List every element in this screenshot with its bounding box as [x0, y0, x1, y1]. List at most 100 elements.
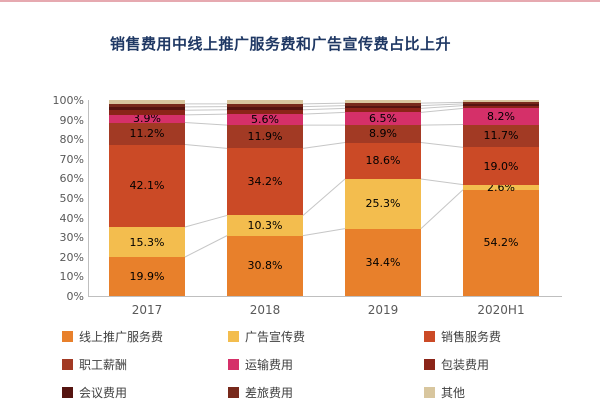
- bar-segment: 6.5%: [345, 112, 421, 126]
- segment-value-label: 15.3%: [129, 235, 165, 249]
- top-divider: [0, 0, 600, 2]
- segment-value-label: 54.2%: [483, 236, 519, 250]
- y-tick-label: 70%: [59, 152, 84, 166]
- bar-segment: [345, 100, 421, 104]
- bar-segment: [227, 106, 303, 110]
- legend-item: 会议费用: [62, 384, 228, 401]
- legend-label: 职工薪酬: [79, 358, 128, 372]
- bar-segment: [345, 105, 421, 109]
- segment-value-label: 3.9%: [133, 112, 161, 126]
- legend-item: 其他: [424, 384, 572, 401]
- legend-swatch: [62, 331, 73, 342]
- bar-segment: 11.7%: [463, 124, 539, 148]
- bar-segment: 25.3%: [345, 179, 421, 229]
- segment-value-label: 8.2%: [487, 109, 515, 123]
- bar-segment: [345, 108, 421, 113]
- legend-item: 广告宣传费: [228, 328, 424, 345]
- y-axis-line: [88, 100, 89, 297]
- chart-title: 销售费用中线上推广服务费和广告宣传费占比上升: [110, 35, 452, 53]
- bar-segment: [463, 103, 539, 106]
- segment-value-label: 19.9%: [129, 270, 165, 283]
- chart-legend: 线上推广服务费 广告宣传费 销售服务费职工薪酬 运输费用 包装费用会议费用 差旅费用 其他: [62, 328, 572, 401]
- bar-segment: [109, 103, 185, 107]
- y-tick-label: 0%: [66, 290, 84, 303]
- bar-segment: [463, 102, 539, 104]
- segment-value-label: 8.9%: [369, 127, 397, 141]
- legend-swatch: [424, 359, 435, 370]
- bar-segment: 19.0%: [463, 147, 539, 185]
- x-axis-label: 2019: [367, 303, 399, 317]
- bar-segment: 19.9%: [109, 257, 185, 296]
- y-tick-label: 40%: [59, 211, 84, 225]
- segment-value-label: 2.6%: [487, 180, 515, 194]
- bar-segment: [463, 105, 539, 109]
- legend-item: 包装费用: [424, 356, 572, 373]
- segment-value-label: 19.0%: [483, 159, 519, 173]
- legend-swatch: [424, 331, 435, 342]
- x-axis-label: 2017: [131, 303, 163, 317]
- bar-segment: 11.9%: [227, 125, 303, 149]
- bar-segment: 34.2%: [227, 148, 303, 216]
- legend-label: 广告宣传费: [245, 330, 306, 344]
- y-tick-label: 20%: [59, 250, 84, 264]
- bar-segment: 54.2%: [463, 189, 539, 296]
- legend-swatch: [424, 387, 435, 398]
- legend-swatch: [228, 359, 239, 370]
- legend-label: 差旅费用: [245, 386, 294, 400]
- bar-segment: 3.9%: [109, 112, 185, 126]
- segment-value-label: 10.3%: [247, 219, 283, 233]
- y-tick-label: 30%: [59, 231, 84, 245]
- legend-swatch: [228, 387, 239, 398]
- bar-segment: 2.6%: [463, 180, 539, 194]
- segment-value-label: 6.5%: [369, 112, 397, 126]
- bar-segment: 34.4%: [345, 228, 421, 296]
- bar-segment: 8.9%: [345, 125, 421, 143]
- y-tick-label: 100%: [52, 94, 84, 107]
- y-tick-label: 80%: [59, 133, 84, 147]
- segment-value-label: 11.9%: [247, 130, 283, 144]
- bar-segment: [227, 100, 303, 104]
- bar-segment: 15.3%: [109, 227, 185, 257]
- segment-value-label: 25.3%: [365, 197, 401, 211]
- segment-value-label: 30.8%: [247, 259, 283, 273]
- bar-segment: [345, 103, 421, 106]
- x-axis-label: 2018: [249, 303, 281, 317]
- segment-value-label: 18.6%: [365, 154, 401, 168]
- bar-segment: [109, 106, 185, 111]
- legend-label: 会议费用: [79, 386, 128, 400]
- segment-value-label: 34.4%: [365, 255, 401, 269]
- bar-segment: 30.8%: [227, 235, 303, 296]
- bar-segment: 42.1%: [109, 144, 185, 228]
- segment-value-label: 11.2%: [129, 127, 165, 141]
- legend-label: 运输费用: [245, 358, 294, 372]
- y-tick-label: 10%: [59, 270, 84, 284]
- bar-segment: 5.6%: [227, 114, 303, 125]
- bar-segment: [463, 100, 539, 103]
- y-tick-label: 50%: [59, 192, 84, 205]
- x-axis-label: 2020H1: [477, 303, 525, 317]
- x-axis-line: [88, 296, 562, 297]
- segment-value-label: 34.2%: [247, 175, 283, 189]
- legend-swatch: [228, 331, 239, 342]
- legend-item: 职工薪酬: [62, 356, 228, 373]
- legend-label: 线上推广服务费: [79, 330, 164, 344]
- legend-item: 运输费用: [228, 356, 424, 373]
- bar-segment: [227, 109, 303, 115]
- legend-item: 销售服务费: [424, 328, 572, 345]
- legend-item: 线上推广服务费: [62, 328, 228, 345]
- legend-label: 其他: [441, 386, 466, 400]
- plot-area: 19.9% 15.3% 42.1% 11.2% 3.9% 30.8% 10.3% 34.2% 1…: [88, 100, 560, 296]
- segment-value-label: 42.1%: [129, 179, 165, 193]
- bar-segment: [109, 110, 185, 115]
- bar-segment: 10.3%: [227, 215, 303, 236]
- bar-segment: [227, 103, 303, 107]
- y-tick-label: 90%: [59, 113, 84, 127]
- segment-value-label: 11.7%: [483, 129, 519, 143]
- bar-segment: 11.2%: [109, 122, 185, 145]
- legend-label: 销售服务费: [441, 330, 502, 344]
- bar-segment: [109, 100, 185, 104]
- legend-item: 差旅费用: [228, 384, 424, 401]
- bar-segment: 18.6%: [345, 142, 421, 179]
- legend-label: 包装费用: [441, 358, 490, 372]
